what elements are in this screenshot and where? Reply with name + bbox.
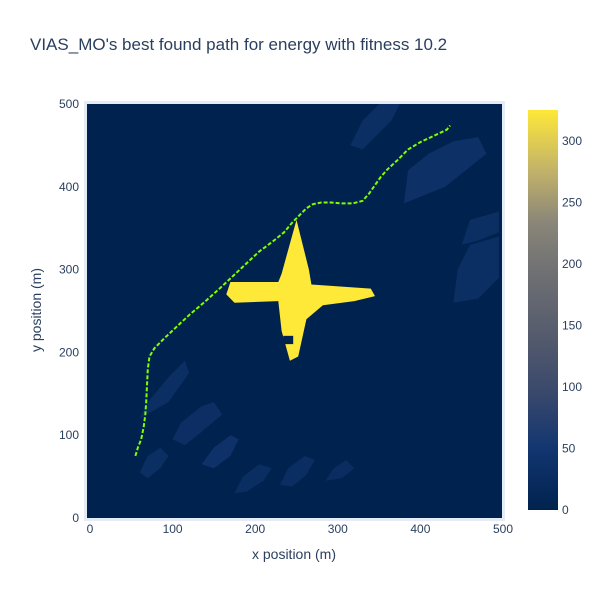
low-block-2 <box>201 435 239 469</box>
y-tick-label: 100 <box>59 428 79 442</box>
low-block-3 <box>139 447 169 479</box>
colorbar-ticks: 0 50 100 150 200 250 300 <box>562 134 582 517</box>
path-line-0 <box>134 124 451 457</box>
colorbar-tick-label: 50 <box>562 441 576 455</box>
x-tick-label: 400 <box>410 522 430 536</box>
y-tick-label: 300 <box>59 263 79 277</box>
colorbar <box>528 110 558 510</box>
high-value-region <box>226 219 375 361</box>
y-axis-ticks: 0 100 200 300 400 500 <box>59 97 79 525</box>
low-block-4 <box>350 104 400 150</box>
low-value-blocks <box>139 104 499 494</box>
x-tick-label: 500 <box>493 522 513 536</box>
y-tick-label: 200 <box>59 345 79 359</box>
chart-title: VIAS_MO's best found path for energy wit… <box>30 35 447 54</box>
high-region-hole <box>283 335 294 345</box>
colorbar-tick-label: 0 <box>562 503 569 517</box>
low-block-0 <box>139 360 190 419</box>
x-tick-label: 200 <box>245 522 265 536</box>
low-block-5 <box>403 137 487 204</box>
low-block-9 <box>280 455 315 487</box>
y-tick-label: 400 <box>59 180 79 194</box>
y-tick-label: 500 <box>59 97 79 111</box>
low-block-8 <box>234 464 272 494</box>
colorbar-tick-label: 200 <box>562 257 582 271</box>
low-block-6 <box>453 236 499 303</box>
x-tick-label: 0 <box>87 522 94 536</box>
low-block-10 <box>325 460 355 481</box>
low-block-1 <box>172 402 223 446</box>
x-tick-label: 100 <box>163 522 183 536</box>
low-block-7 <box>461 211 499 245</box>
colorbar-tick-label: 300 <box>562 134 582 148</box>
colorbar-tick-label: 100 <box>562 380 582 394</box>
colorbar-tick-label: 150 <box>562 318 582 332</box>
y-tick-label: 0 <box>72 511 79 525</box>
high-region-shape <box>226 219 375 361</box>
x-axis-title: x position (m) <box>252 546 336 562</box>
path-layer <box>134 124 451 457</box>
x-axis-ticks: 0 100 200 300 400 500 <box>87 522 514 536</box>
x-tick-label: 300 <box>328 522 348 536</box>
colorbar-tick-label: 250 <box>562 195 582 209</box>
y-axis-title: y position (m) <box>28 268 44 352</box>
